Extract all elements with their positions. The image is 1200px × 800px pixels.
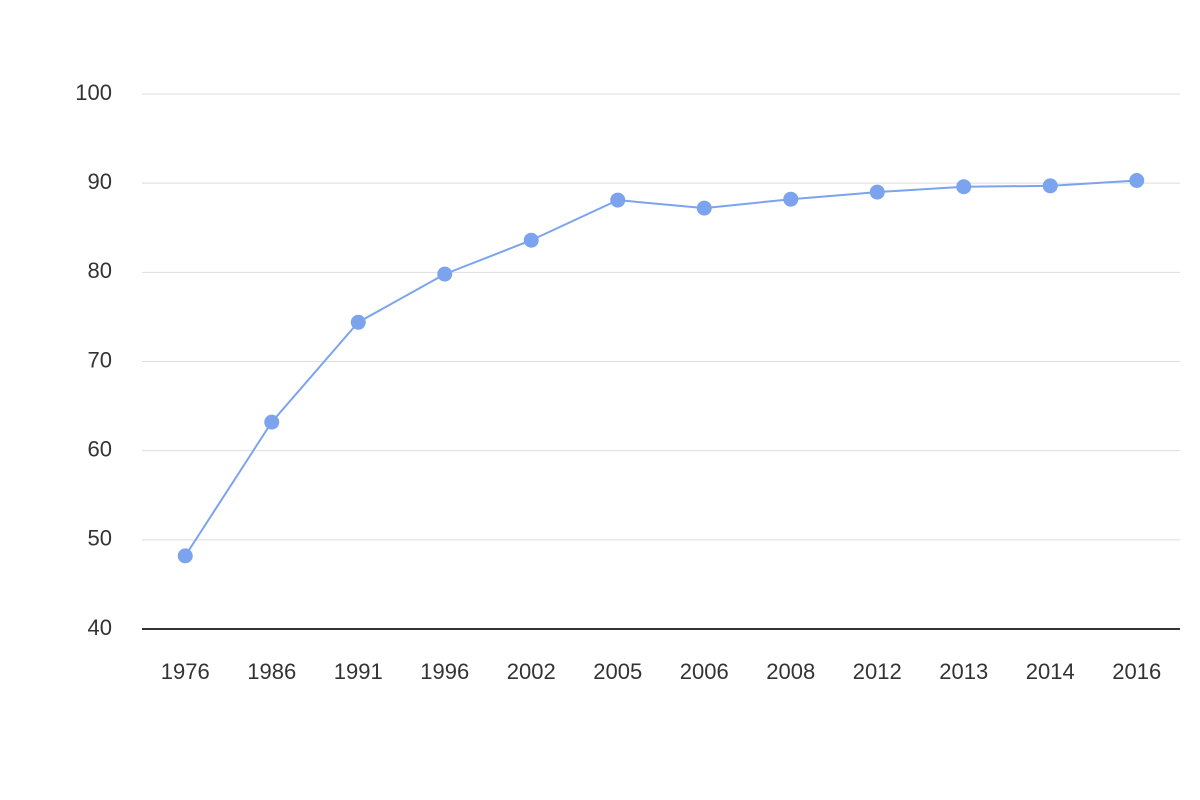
point [869, 184, 885, 200]
x-tick-label: 1991 [334, 659, 383, 684]
y-tick-label: 90 [88, 169, 112, 194]
x-tick-label: 2014 [1026, 659, 1075, 684]
y-tick-label: 100 [75, 80, 112, 105]
point [177, 548, 193, 564]
point [783, 191, 799, 207]
point [437, 266, 453, 282]
point [523, 232, 539, 248]
x-tick-label: 2012 [853, 659, 902, 684]
y-tick-label: 60 [88, 436, 112, 461]
y-tick-label: 80 [88, 258, 112, 283]
y-tick-label: 40 [88, 615, 112, 640]
x-tick-label: 2006 [680, 659, 729, 684]
y-tick-label: 50 [88, 526, 112, 551]
point [1042, 178, 1058, 194]
x-tick-label: 2002 [507, 659, 556, 684]
point [264, 414, 280, 430]
x-tick-label: 1996 [420, 659, 469, 684]
x-tick-label: 2008 [766, 659, 815, 684]
x-tick-label: 2013 [939, 659, 988, 684]
point [350, 314, 366, 330]
y-tick-label: 70 [88, 347, 112, 372]
point [610, 192, 626, 208]
x-tick-label: 1976 [161, 659, 210, 684]
x-tick-label: 2016 [1112, 659, 1161, 684]
line [184, 179, 1137, 557]
x-tick-label: 2005 [593, 659, 642, 684]
point [1129, 172, 1145, 188]
point [696, 200, 712, 216]
x-tick-label: 1986 [247, 659, 296, 684]
point [956, 179, 972, 195]
